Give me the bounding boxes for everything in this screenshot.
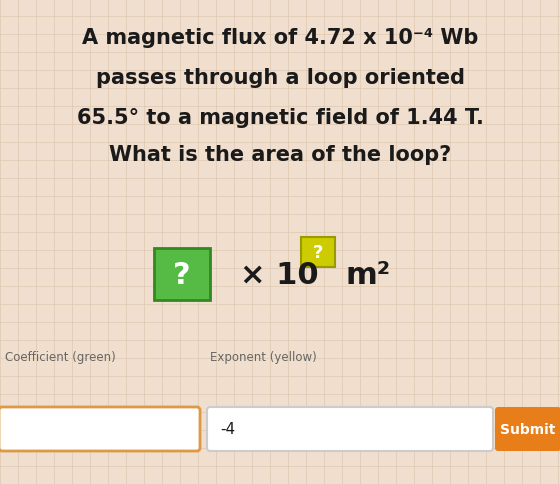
Text: Exponent (yellow): Exponent (yellow)	[210, 351, 317, 364]
Text: -4: -4	[220, 422, 235, 437]
Text: × 10: × 10	[240, 260, 319, 289]
Text: passes through a loop oriented: passes through a loop oriented	[96, 68, 464, 88]
FancyBboxPatch shape	[495, 407, 560, 451]
Text: ?: ?	[313, 243, 323, 261]
Text: What is the area of the loop?: What is the area of the loop?	[109, 145, 451, 165]
Text: A magnetic flux of 4.72 x 10⁻⁴ Wb: A magnetic flux of 4.72 x 10⁻⁴ Wb	[82, 28, 478, 48]
Text: Submit: Submit	[500, 422, 556, 436]
Text: ?: ?	[173, 260, 191, 289]
FancyBboxPatch shape	[207, 407, 493, 451]
Text: 65.5° to a magnetic field of 1.44 T.: 65.5° to a magnetic field of 1.44 T.	[77, 108, 483, 128]
Text: Coefficient (green): Coefficient (green)	[5, 351, 116, 364]
FancyBboxPatch shape	[301, 238, 335, 268]
FancyBboxPatch shape	[0, 407, 200, 451]
Text: m²: m²	[345, 260, 390, 289]
FancyBboxPatch shape	[154, 248, 210, 301]
